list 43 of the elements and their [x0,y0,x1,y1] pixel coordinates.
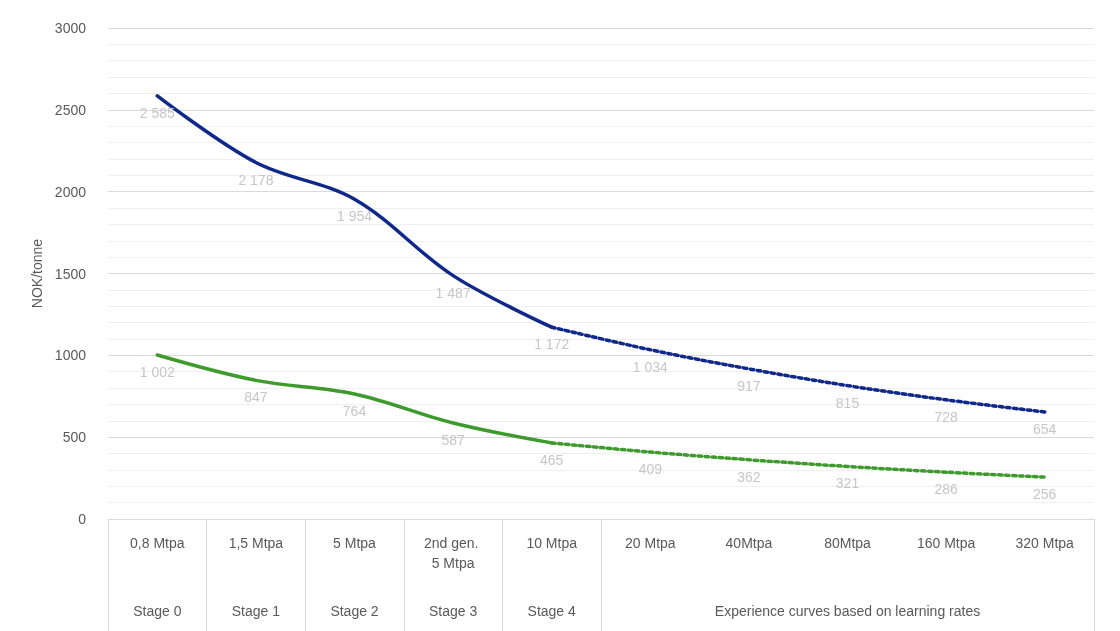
x-tick-label: 10 Mtpa [526,535,578,551]
data-label: 1 172 [534,336,570,353]
y-tick-label: 2500 [54,101,87,118]
x-tick-label: 320 Mtpa [1015,535,1075,551]
y-tick-label: 2000 [54,183,87,200]
text: Stage 1 [231,603,281,619]
x-tick-label: 5 Mtpa [333,535,377,551]
data-label: 1 954 [336,208,373,225]
text: Experience curves based on learning rates [714,603,981,619]
data-label: 2 178 [238,171,274,188]
data-label: 587 [441,431,465,448]
x-tick-label: 40Mtpa [725,535,773,551]
data-label: 1 002 [139,364,176,381]
data-label: 815 [835,394,860,411]
x-tick-label: 1,5 Mtpa [228,535,284,551]
y-tick-label: 1500 [54,265,87,282]
x-tick-label: 160 Mtpa [916,535,976,551]
data-label: 256 [1033,486,1057,503]
data-label: 286 [934,481,958,498]
data-label: 654 [1033,420,1057,437]
y-tick-label: 3000 [54,20,87,36]
y-tick-label: 0 [78,511,87,527]
data-label: 728 [934,408,958,425]
x-tick-label: 80Mtpa [824,535,872,551]
y-tick-label: 500 [62,429,87,446]
data-label: 321 [835,475,860,492]
data-label: 847 [244,389,268,406]
text: Stage 2 [330,603,379,619]
data-label: 764 [342,402,367,419]
data-label: 409 [638,461,663,478]
data-label: 917 [737,377,761,394]
x-tick-label: 0,8 Mtpa [130,535,185,551]
y-tick-label: 1000 [54,347,87,364]
y-axis-title: NOK/tonne [28,238,45,309]
text: Stage 0 [133,603,182,619]
text: Stage 3 [428,603,478,619]
data-label: 362 [737,468,761,485]
x-tick-label: 20 Mtpa [625,535,676,551]
text: Stage 4 [527,603,577,619]
data-label: 465 [540,451,564,468]
x-tick-label: 2nd gen. 5 Mtpa [423,535,483,571]
data-label: 2 585 [139,104,176,121]
data-label: 1 487 [435,284,471,301]
